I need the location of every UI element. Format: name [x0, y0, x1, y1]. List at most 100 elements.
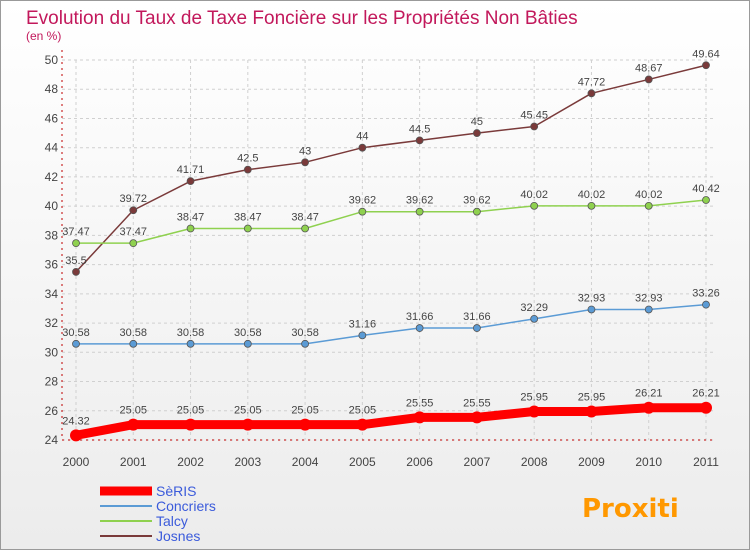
data-label: 49.64 [692, 48, 720, 60]
y-tick-label: 36 [45, 258, 59, 272]
data-label: 24.32 [62, 415, 90, 427]
data-label: 25.95 [578, 392, 606, 404]
series-point [585, 405, 598, 418]
data-label: 42.5 [237, 153, 258, 165]
series-point [470, 411, 483, 424]
x-tick-label: 2005 [349, 455, 376, 469]
series-point [356, 418, 369, 431]
series-point [413, 411, 426, 424]
series-point [587, 201, 596, 210]
data-labels: 35.5 39.72 41.71 42.5 43 44 44.5 45 45.45 47.72 48… [62, 48, 720, 427]
series-point [530, 314, 539, 323]
data-label: 25.05 [177, 405, 205, 417]
x-tick-label: 2003 [234, 455, 261, 469]
data-label: 31.66 [406, 311, 434, 323]
series-point [241, 418, 254, 431]
x-tick-label: 2001 [120, 455, 147, 469]
series-point [702, 300, 710, 309]
y-tick-label: 44 [45, 141, 59, 155]
data-label: 45 [471, 116, 483, 128]
data-label: 30.58 [177, 327, 205, 339]
data-label: 38.47 [291, 212, 319, 224]
series-point [301, 339, 309, 348]
series-point [644, 305, 653, 314]
chart-title: Evolution du Taux de Taxe Foncière sur l… [26, 8, 578, 29]
series-point [301, 158, 309, 167]
data-label: 33.26 [692, 288, 720, 300]
data-label: 26.21 [635, 388, 663, 400]
data-label: 40.42 [692, 183, 720, 195]
grid [62, 59, 716, 441]
data-label: 40.02 [520, 189, 548, 201]
series-point [186, 339, 195, 348]
y-tick-label: 50 [45, 53, 59, 67]
y-tick-label: 42 [45, 170, 59, 184]
series-point [700, 401, 712, 414]
series-point [358, 207, 367, 216]
series-point [184, 418, 197, 431]
y-tick-label: 32 [45, 316, 59, 330]
data-label: 35.5 [65, 255, 86, 267]
data-label: 47.72 [578, 76, 606, 88]
x-tick-label: 2004 [292, 455, 319, 469]
y-tick-label: 46 [45, 111, 59, 125]
data-label: 39.62 [406, 195, 434, 207]
data-label: 31.16 [349, 318, 377, 330]
series-line-3 [75, 64, 707, 273]
x-tick-label: 2000 [63, 455, 90, 469]
data-label: 25.55 [463, 397, 491, 409]
series-point [186, 224, 195, 233]
data-label: 30.58 [234, 327, 262, 339]
series-point [644, 75, 653, 84]
series-point [415, 136, 424, 145]
series-point [243, 165, 252, 174]
series [70, 61, 712, 442]
series-point [301, 224, 309, 233]
data-label: 32.29 [520, 302, 548, 314]
series-point [72, 239, 80, 248]
series-point [473, 129, 481, 137]
data-label: 39.62 [463, 195, 491, 207]
series-point [70, 429, 82, 442]
data-label: 48.67 [635, 62, 663, 74]
data-label: 41.71 [177, 164, 205, 176]
legend-label: SèRIS [156, 483, 196, 499]
x-tick-label: 2011 [693, 455, 719, 469]
legend-label: Concriers [156, 498, 216, 514]
series-line-1 [76, 303, 707, 345]
data-label: 37.47 [120, 226, 148, 238]
series-point [587, 89, 596, 98]
data-label: 30.58 [62, 327, 90, 339]
x-tick-label: 2008 [521, 455, 548, 469]
series-point [473, 324, 481, 332]
data-label: 31.66 [463, 311, 491, 323]
data-label: 30.58 [120, 327, 148, 339]
x-tick-label: 2002 [177, 455, 204, 469]
series-point [72, 339, 80, 348]
series-point [528, 405, 541, 418]
data-label: 38.47 [234, 212, 262, 224]
series-point [358, 331, 367, 340]
data-label: 39.72 [120, 193, 148, 205]
series-point [415, 324, 424, 332]
series-line-0 [75, 403, 706, 440]
y-tick-label: 48 [45, 82, 59, 96]
x-tick-label: 2010 [635, 455, 662, 469]
axes: 24 26 28 30 32 34 36 38 40 42 44 46 48 50 2000 2001 2002… [45, 50, 719, 469]
series-point [587, 305, 596, 314]
y-tick-label: 26 [45, 404, 59, 418]
data-label: 38.47 [177, 212, 205, 224]
series-point [530, 122, 539, 131]
series-point [702, 196, 710, 204]
data-label: 32.93 [635, 292, 663, 304]
data-label: 43 [299, 145, 311, 157]
series-point [702, 61, 710, 70]
data-label: 37.47 [62, 226, 90, 238]
legend-label: Talcy [156, 513, 188, 529]
data-label: 25.05 [349, 405, 377, 417]
series-point [642, 401, 655, 414]
series-point [299, 418, 312, 431]
x-tick-label: 2006 [406, 455, 433, 469]
y-tick-label: 30 [45, 345, 59, 359]
